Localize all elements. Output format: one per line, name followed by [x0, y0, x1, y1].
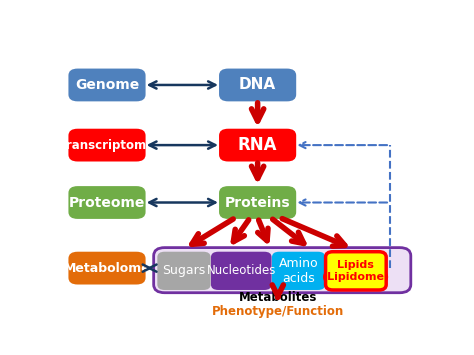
Text: Proteins: Proteins [225, 196, 291, 209]
Text: Lipids
(Lipidome): Lipids (Lipidome) [322, 260, 390, 282]
FancyBboxPatch shape [68, 129, 146, 162]
FancyBboxPatch shape [272, 252, 325, 290]
FancyBboxPatch shape [219, 69, 296, 102]
Text: RNA: RNA [238, 136, 277, 154]
Text: Sugars: Sugars [162, 264, 206, 277]
FancyBboxPatch shape [211, 252, 272, 290]
FancyBboxPatch shape [68, 252, 146, 284]
Text: Phenotype/Function: Phenotype/Function [212, 305, 344, 318]
FancyBboxPatch shape [219, 186, 296, 219]
Text: Metabolites: Metabolites [238, 291, 317, 304]
Text: Genome: Genome [75, 78, 139, 92]
Text: Amino
acids: Amino acids [279, 257, 319, 285]
Text: Proteome: Proteome [69, 196, 145, 209]
Text: DNA: DNA [239, 77, 276, 92]
FancyBboxPatch shape [68, 186, 146, 219]
Text: Nucleotides: Nucleotides [207, 264, 276, 277]
Text: Transcriptome: Transcriptome [59, 138, 155, 152]
FancyBboxPatch shape [68, 69, 146, 102]
FancyBboxPatch shape [154, 248, 411, 293]
FancyBboxPatch shape [157, 252, 210, 290]
FancyBboxPatch shape [326, 252, 386, 290]
Text: Metabolome: Metabolome [64, 262, 150, 275]
FancyBboxPatch shape [219, 129, 296, 162]
